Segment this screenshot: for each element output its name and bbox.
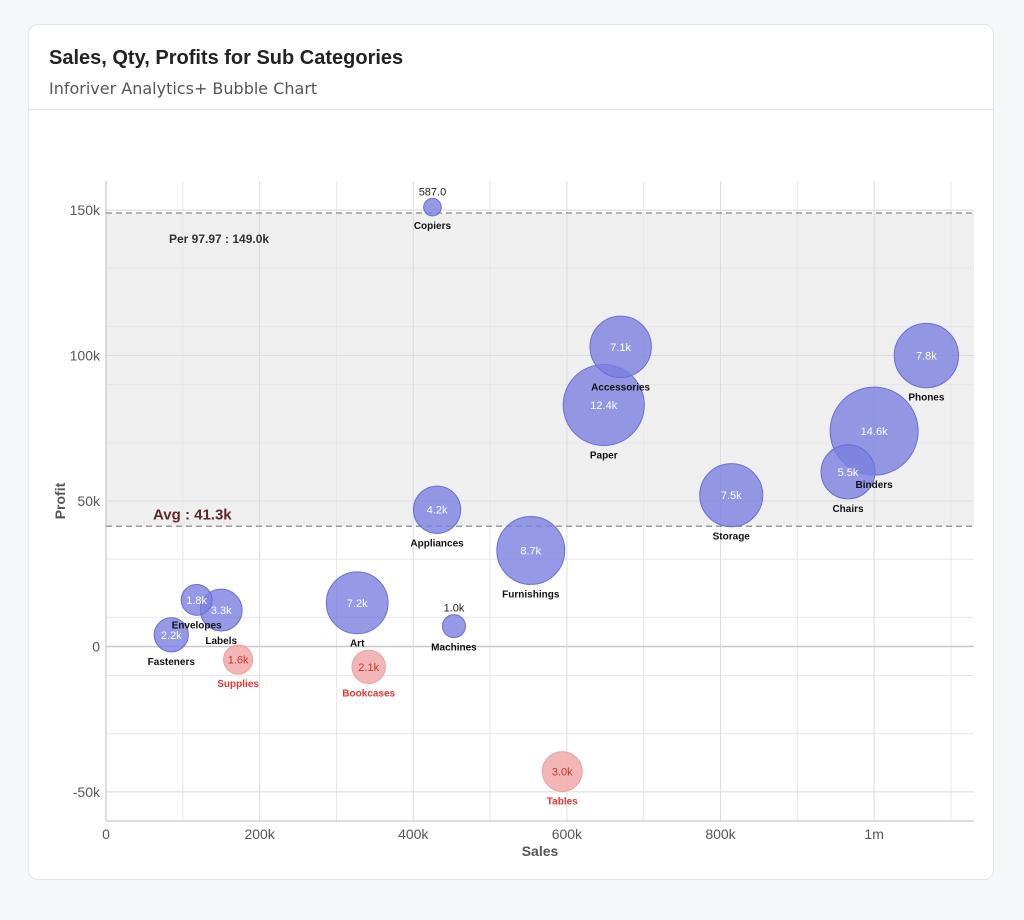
bubble-category-label: Supplies xyxy=(217,679,259,690)
bubble-category-label: Furnishings xyxy=(502,589,560,600)
bubble xyxy=(496,515,566,585)
bubble-category-label: Chairs xyxy=(832,504,864,515)
x-axis-title: Sales xyxy=(522,843,559,859)
bubble-category-label: Fasteners xyxy=(148,657,196,668)
bubble-category-label: Paper xyxy=(590,451,618,462)
x-tick-label: 0 xyxy=(102,826,110,842)
bubble-value-label: 8.7k xyxy=(520,545,541,557)
chart-card: Sales, Qty, Profits for Sub Categories I… xyxy=(28,24,994,880)
bubble-category-label: Art xyxy=(350,639,365,650)
bubble-category-label: Copiers xyxy=(414,221,452,232)
bubble xyxy=(325,571,389,635)
bubble xyxy=(412,485,462,534)
card-header: Sales, Qty, Profits for Sub Categories I… xyxy=(29,25,993,110)
bubble-value-label: 587.0 xyxy=(419,186,447,198)
percentile-reference-label: Per 97.97 : 149.0k xyxy=(169,232,269,246)
y-tick-label: 150k xyxy=(70,202,101,218)
x-tick-label: 1m xyxy=(864,826,883,842)
bubble-category-label: Tables xyxy=(547,796,578,807)
bubble-value-label: 2.2k xyxy=(161,630,182,642)
bubble-category-label: Envelopes xyxy=(172,620,222,631)
bubble-value-label: 7.1k xyxy=(610,342,631,354)
bubble-value-label: 3.3k xyxy=(211,605,232,617)
bubble-layer: 14.6k Binders 12.4k Paper 8.7k Furnishings 7.8… xyxy=(148,186,960,807)
bubble-value-label: 2.1k xyxy=(358,662,379,674)
bubble-value-label: 4.2k xyxy=(427,505,448,517)
bubble-value-label: 7.2k xyxy=(347,598,368,610)
bubble-category-label: Appliances xyxy=(410,538,464,549)
chart-subtitle: Inforiver Analytics+ Bubble Chart xyxy=(49,79,318,98)
bubble-category-label: Labels xyxy=(205,636,237,647)
y-tick-label: -50k xyxy=(73,784,101,800)
x-tick-label: 400k xyxy=(398,826,429,842)
bubble xyxy=(423,197,442,217)
bubble-category-label: Accessories xyxy=(591,383,650,394)
bubble xyxy=(820,444,876,500)
bubble-value-label: 12.4k xyxy=(590,400,617,412)
bubble xyxy=(153,617,189,653)
bubble xyxy=(180,583,213,616)
bubble xyxy=(699,463,764,528)
bubble-chart: -50k 0 50k 100k 150k 0 200k 400k 600k 800k 1m Sales… xyxy=(52,181,974,859)
bubble-category-label: Phones xyxy=(908,393,945,404)
bubble-value-label: 1.0k xyxy=(444,603,465,615)
bubble xyxy=(223,644,254,675)
bubble-value-label: 3.0k xyxy=(552,767,573,779)
bubble-category-label: Storage xyxy=(713,532,751,543)
y-tick-label: 50k xyxy=(77,493,101,509)
y-axis-title: Profit xyxy=(52,482,68,519)
x-tick-label: 800k xyxy=(705,826,736,842)
bubble-value-label: 1.6k xyxy=(228,655,249,667)
bubble-value-label: 14.6k xyxy=(861,426,888,438)
bubble xyxy=(589,315,652,379)
bubble-value-label: 7.8k xyxy=(916,351,937,363)
y-tick-label: 0 xyxy=(92,638,100,654)
bubble-value-label: 5.5k xyxy=(838,467,859,479)
bubble-category-label: Machines xyxy=(431,643,477,654)
x-tick-label: 200k xyxy=(244,826,275,842)
avg-reference-label: Avg : 41.3k xyxy=(153,506,232,523)
bubble xyxy=(441,614,466,639)
bubble-category-label: Bookcases xyxy=(342,689,395,700)
bubble-category-label: Binders xyxy=(856,480,894,491)
chart-title: Sales, Qty, Profits for Sub Categories xyxy=(49,47,404,69)
bubble xyxy=(541,751,583,792)
bubble-value-label: 1.8k xyxy=(186,595,207,607)
y-tick-label: 100k xyxy=(70,348,101,364)
x-tick-label: 600k xyxy=(552,826,583,842)
bubble xyxy=(893,322,960,389)
bubble-value-label: 7.5k xyxy=(721,490,742,502)
bubble xyxy=(351,649,386,685)
